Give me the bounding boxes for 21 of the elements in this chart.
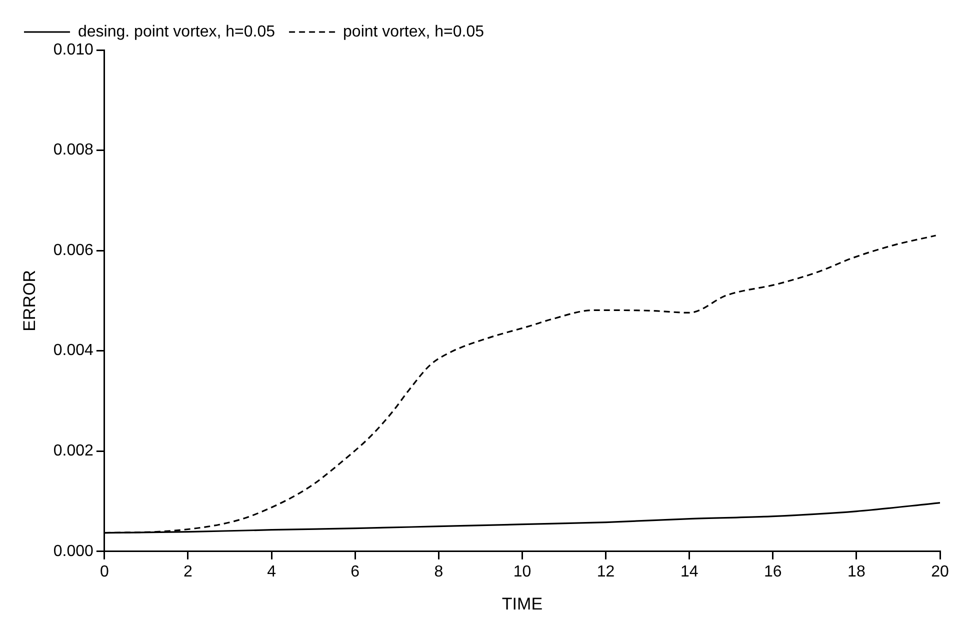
x-tick-label: 0 [100,563,109,580]
x-tick-label: 12 [596,563,615,580]
x-tick-label: 8 [434,563,444,580]
x-tick-label: 18 [848,563,866,580]
y-tick-label: 0.008 [53,142,94,159]
y-tick-label: 0.004 [53,342,94,360]
x-axis-title: TIME [502,594,543,614]
x-tick-label: 16 [764,563,782,580]
legend-label: desing. point vortex, h=0.05 [78,23,276,40]
y-tick-label: 0.010 [53,41,94,58]
y-tick-label: 0.006 [53,242,94,259]
y-axis-title: ERROR [20,270,39,332]
y-tick-label: 0.002 [53,442,94,460]
x-tick-label: 14 [680,563,698,580]
x-tick-label: 4 [267,563,276,580]
x-tick-label: 2 [184,563,193,580]
x-tick-label: 20 [931,563,949,580]
x-tick-label: 6 [350,563,360,580]
x-tick-label: 10 [513,563,532,580]
y-tick-label: 0.000 [53,542,94,560]
legend-label: point vortex, h=0.05 [343,23,484,40]
